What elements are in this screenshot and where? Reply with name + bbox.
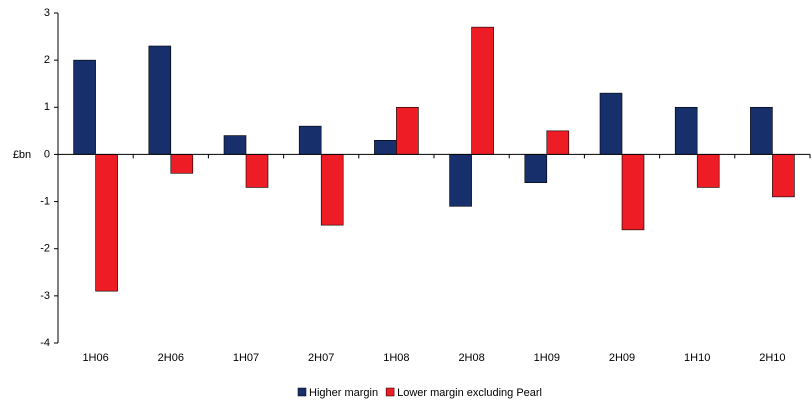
bar (396, 106, 419, 155)
bar (374, 139, 397, 155)
x-tick-label: 2H09 (609, 352, 635, 364)
bar (696, 154, 720, 188)
y-tick-label: -1 (40, 195, 50, 207)
legend-swatch (297, 387, 307, 397)
bar (95, 154, 118, 292)
x-tick-label: 2H10 (759, 352, 785, 364)
y-tick-label: 3 (44, 7, 50, 19)
x-tick-label: 1H07 (233, 352, 259, 364)
x-tick-label: 2H08 (458, 352, 484, 364)
x-tick-label: 2H06 (158, 352, 184, 364)
x-tick-label: 2H07 (308, 352, 334, 364)
x-tick-label: 1H10 (684, 352, 710, 364)
bar (471, 26, 494, 155)
x-tick-label: 1H08 (383, 352, 409, 364)
x-tick-label: 1H06 (82, 352, 108, 364)
y-tick-label: -3 (40, 290, 50, 302)
bar (546, 130, 570, 155)
legend-swatch (385, 387, 395, 397)
bar (148, 45, 172, 155)
bar (674, 106, 698, 155)
legend-label: Higher margin (309, 387, 378, 399)
y-tick-label: 1 (44, 101, 50, 113)
bar (772, 154, 795, 198)
bar (621, 154, 645, 231)
bar (223, 135, 247, 155)
x-tick-label: 1H09 (534, 352, 560, 364)
bar (599, 92, 623, 155)
bar (170, 154, 194, 174)
bar (524, 154, 548, 184)
y-axis-label: £bn (13, 149, 31, 161)
bar (298, 125, 322, 155)
bar (320, 154, 344, 226)
y-tick-label: 2 (44, 54, 50, 66)
bar (449, 154, 472, 207)
bar (73, 59, 96, 155)
bar (245, 154, 269, 188)
legend-label: Lower margin excluding Pearl (397, 387, 542, 399)
y-tick-label: 0 (44, 148, 50, 160)
y-tick-label: -2 (40, 243, 50, 255)
bar (750, 106, 773, 155)
y-tick-label: -4 (40, 337, 50, 349)
